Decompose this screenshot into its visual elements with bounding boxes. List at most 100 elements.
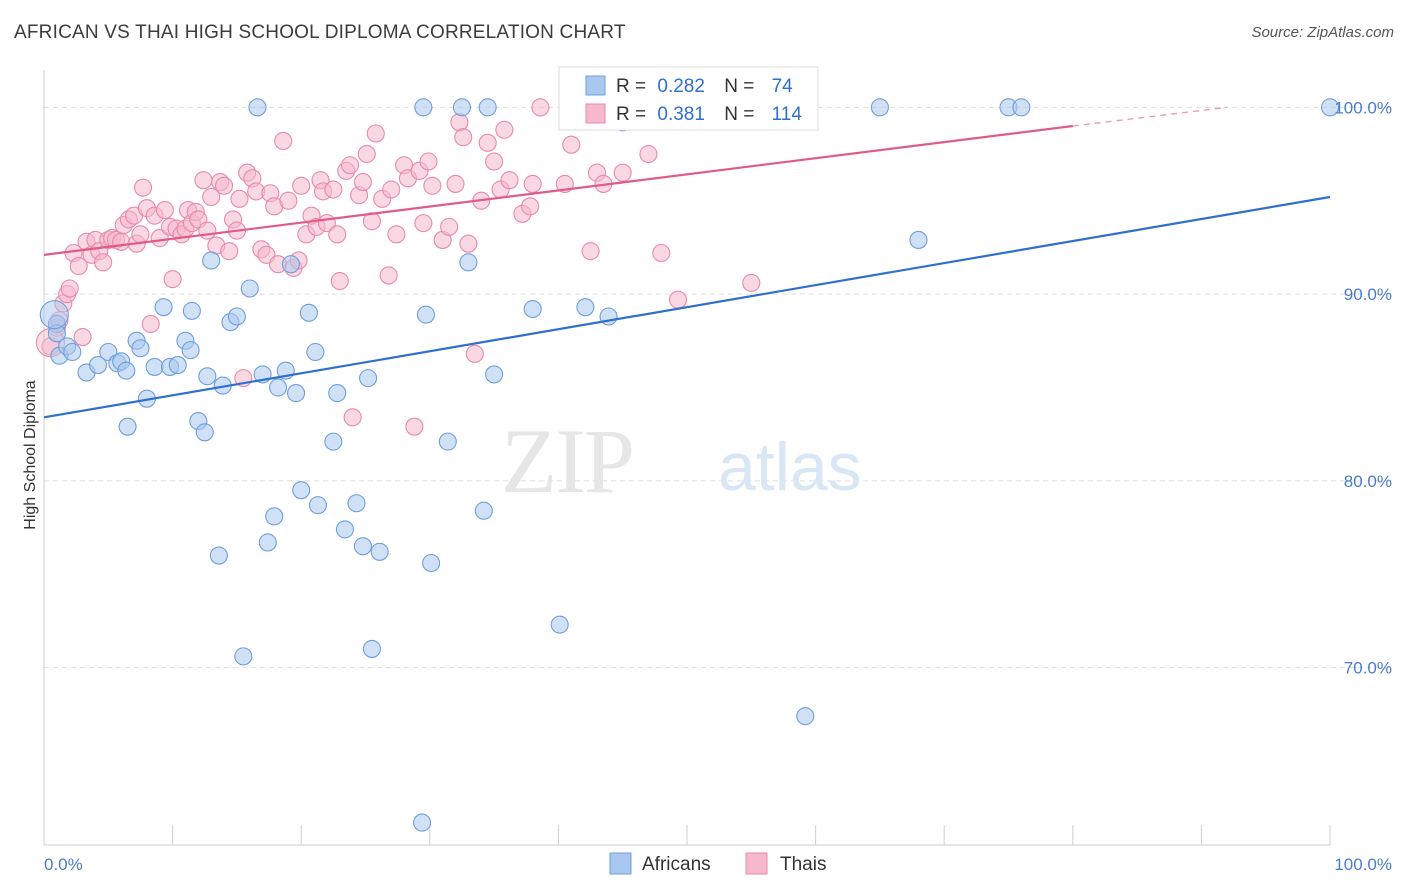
thais-point-73 — [343, 408, 362, 427]
africans-point-36 — [269, 378, 288, 397]
thais-point-99 — [485, 152, 504, 171]
svg-text:R = 0.282 N =: R = 0.282 N = 74 — [616, 76, 793, 97]
africans-point-62 — [523, 299, 542, 319]
thais-point-80 — [379, 266, 398, 285]
africans-point-58 — [459, 253, 478, 272]
africans-point-68 — [796, 707, 815, 726]
x-tick-labels: 0.0% 100.0% — [44, 855, 1392, 874]
africans-point-30 — [234, 647, 253, 666]
thais-point-92 — [446, 174, 465, 193]
legend-swatch-africans — [585, 75, 606, 96]
legend-thais-r-value: 0.381 — [657, 104, 705, 125]
africans-point-72 — [1012, 98, 1031, 117]
thais-point-7 — [69, 257, 88, 276]
africans-point-54 — [416, 305, 435, 324]
thais-point-38 — [194, 171, 213, 190]
bottom-legend: Africans Thais — [609, 852, 826, 875]
thais-point-76 — [357, 144, 376, 164]
africans-point-55 — [422, 553, 441, 573]
thais-point-87 — [414, 214, 433, 233]
axes — [43, 70, 1331, 846]
thais-point-39 — [198, 221, 217, 240]
svg-text:R = 0.381 N =: R = 0.381 N = 114 — [616, 104, 802, 125]
y-tick-label-100: 100.0% — [1334, 98, 1392, 117]
africans-point-56 — [438, 432, 457, 451]
thais-point-102 — [500, 171, 519, 190]
africans-point-16 — [154, 298, 173, 317]
africans-point-49 — [359, 369, 378, 388]
thais-point-43 — [214, 176, 234, 195]
bottom-legend-swatch-africans — [609, 852, 632, 875]
thais-point-108 — [562, 135, 581, 154]
africans-point-59 — [474, 501, 493, 520]
africans-point-63 — [550, 615, 569, 634]
africans-point-61 — [485, 365, 504, 384]
thais-point-28 — [155, 201, 174, 220]
africans-point-48 — [353, 537, 372, 556]
africans-point-69 — [870, 98, 889, 117]
watermark-atlas: atlas — [718, 429, 862, 505]
africans-point-6 — [88, 356, 108, 375]
thais-point-98 — [478, 133, 497, 152]
africans-point-64 — [576, 298, 595, 317]
thais-point-75 — [353, 172, 372, 192]
thais-point-72 — [341, 156, 360, 175]
y-tick-label-70: 70.0% — [1344, 659, 1392, 678]
y-axis-title: High School Diploma — [22, 380, 39, 530]
thais-point-5 — [60, 279, 79, 298]
africans-point-20 — [181, 341, 200, 360]
africans-point-57 — [452, 98, 472, 117]
x-tick-label-max: 100.0% — [1334, 855, 1392, 874]
thais-point-91 — [440, 217, 459, 236]
legend: R = 0.282 N = 74 R = 0.381 N = 114 — [558, 66, 819, 131]
africans-point-11 — [118, 417, 137, 436]
thais-point-58 — [279, 191, 298, 210]
thais-point-106 — [531, 98, 550, 117]
thais-point-81 — [382, 180, 401, 199]
trend-line-thais-extension — [1072, 106, 1228, 127]
legend-africans-r-label: R = — [616, 76, 646, 97]
africans-point-70 — [909, 230, 928, 249]
series-thais-points — [35, 98, 761, 436]
africans-point-13 — [131, 339, 150, 358]
africans-point-52 — [414, 98, 433, 117]
africans-point-31 — [240, 279, 259, 298]
africans-point-50 — [362, 639, 381, 658]
africans-point-10 — [117, 361, 136, 380]
africans-point-53 — [413, 813, 432, 832]
bottom-legend-swatch-thais — [745, 852, 768, 875]
thais-point-113 — [639, 144, 658, 164]
africans-point-29 — [227, 307, 246, 326]
africans-point-41 — [299, 303, 318, 322]
africans-point-23 — [195, 423, 214, 442]
gridlines — [44, 106, 1392, 669]
legend-africans-r-value: 0.282 — [657, 76, 705, 97]
thais-point-78 — [366, 124, 385, 143]
thais-point-69 — [328, 225, 347, 244]
legend-africans-n-label: N = — [724, 76, 754, 97]
africans-point-25 — [202, 251, 221, 270]
thais-point-82 — [387, 225, 406, 244]
thais-point-70 — [330, 271, 349, 291]
africans-point-15 — [145, 357, 164, 376]
thais-point-23 — [133, 178, 153, 197]
thais-point-114 — [652, 243, 671, 263]
africans-point-47 — [347, 494, 366, 513]
thais-point-61 — [292, 176, 311, 195]
thais-point-40 — [202, 187, 221, 207]
thais-point-8 — [73, 327, 92, 347]
africans-point-46 — [335, 520, 354, 539]
africans-cluster-point — [39, 300, 69, 330]
thais-point-27 — [150, 229, 169, 248]
bottom-legend-label-africans: Africans — [642, 854, 711, 875]
thais-point-68 — [324, 180, 343, 199]
africans-point-24 — [198, 367, 217, 386]
africans-point-38 — [281, 255, 300, 274]
thais-point-85 — [405, 417, 424, 436]
thais-point-22 — [131, 225, 150, 244]
thais-point-13 — [94, 253, 113, 272]
africans-point-60 — [478, 98, 497, 117]
legend-thais-n-value: 114 — [772, 104, 803, 125]
africans-point-26 — [209, 546, 228, 565]
